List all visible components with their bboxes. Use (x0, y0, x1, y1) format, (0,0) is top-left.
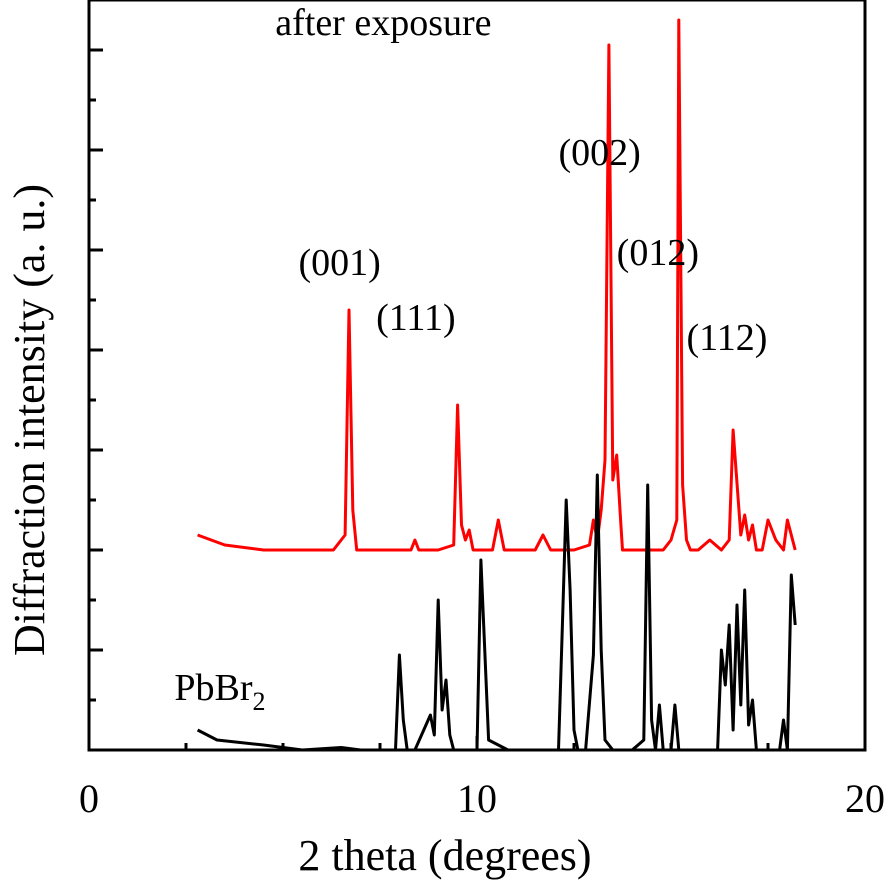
annotation-label: PbBr2 (174, 667, 265, 716)
annotation-label: after exposure (275, 2, 491, 44)
series-line (197, 18, 797, 552)
x-tick-label: 20 (845, 776, 885, 821)
x-ticks: 0 10 20 (79, 736, 885, 821)
y-ticks (89, 48, 103, 702)
annotation-label: (001) (299, 242, 381, 284)
annotation-label: (002) (558, 132, 640, 174)
y-axis-title: Diffraction intensity (a. u.) (5, 184, 54, 656)
annotation-label: (111) (376, 297, 456, 339)
plot-frame (87, 0, 867, 752)
x-tick-label: 10 (457, 776, 497, 821)
series-lines (196, 18, 797, 752)
annotations: after exposure PbBr2 (001) (111) (002) (012) (… (174, 2, 767, 716)
x-axis-title: 2 theta (degrees) (298, 831, 591, 880)
annotation-label: (112) (687, 317, 768, 359)
series-line (196, 473, 797, 752)
annotation-subscript: 2 (253, 687, 266, 716)
x-tick-label: 0 (79, 776, 99, 821)
annotation-label: (012) (617, 232, 699, 274)
